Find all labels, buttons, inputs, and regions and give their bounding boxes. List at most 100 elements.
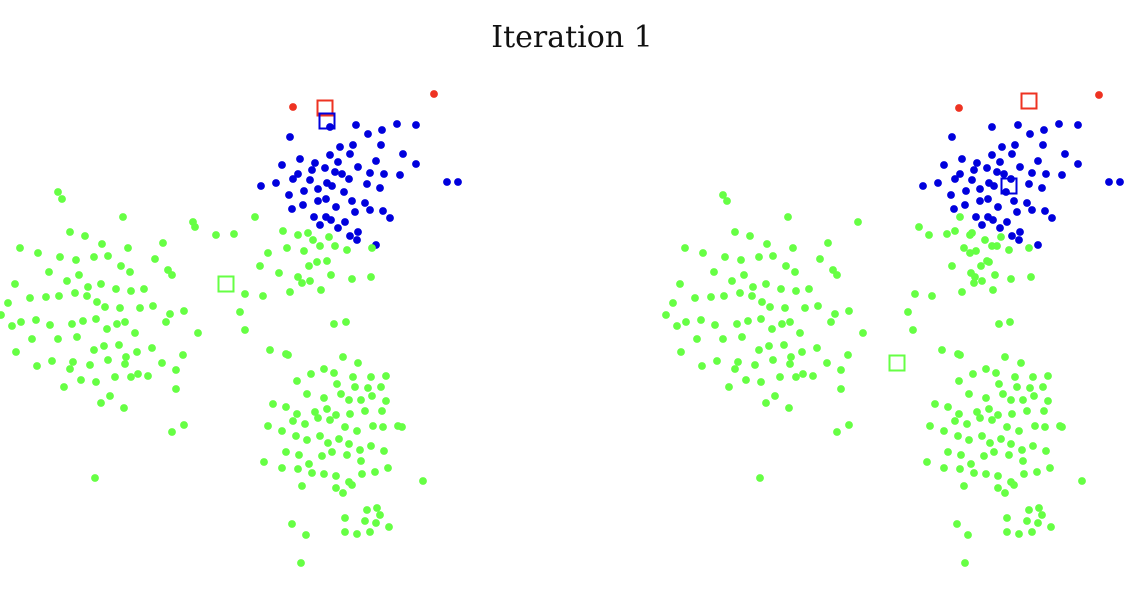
- data-point-green: [960, 482, 968, 490]
- data-point-blue: [326, 151, 334, 159]
- data-point-blue: [334, 224, 342, 232]
- data-point-green: [16, 244, 24, 252]
- data-point-green: [778, 320, 786, 328]
- data-point-green: [1008, 410, 1016, 418]
- data-point-blue: [984, 195, 992, 203]
- data-point-blue: [1011, 141, 1019, 149]
- data-point-green: [124, 244, 132, 252]
- data-point-green: [1029, 373, 1037, 381]
- data-point-green: [121, 360, 129, 368]
- data-point-green: [60, 383, 68, 391]
- data-point-blue: [348, 197, 356, 205]
- data-point-green: [63, 277, 71, 285]
- data-point-green: [968, 229, 976, 237]
- centroid-green: [888, 354, 906, 372]
- data-point-green: [97, 399, 105, 407]
- data-point-blue: [1028, 206, 1036, 214]
- data-point-green: [728, 277, 736, 285]
- data-point-green: [282, 403, 290, 411]
- data-point-blue: [1055, 120, 1063, 128]
- data-point-green: [791, 268, 799, 276]
- data-point-green: [151, 255, 159, 263]
- data-point-green: [966, 249, 974, 257]
- data-point-green: [361, 517, 369, 525]
- data-point-green: [311, 408, 319, 416]
- data-point-green: [676, 280, 684, 288]
- data-point-green: [83, 292, 91, 300]
- data-point-green: [33, 362, 41, 370]
- data-point-green: [740, 271, 748, 279]
- data-point-blue: [1048, 214, 1056, 222]
- data-point-green: [1023, 517, 1031, 525]
- data-point-green: [136, 304, 144, 312]
- data-point-green: [1035, 504, 1043, 512]
- series-green: [0, 188, 427, 567]
- data-point-green: [682, 318, 690, 326]
- data-point-green: [982, 365, 990, 373]
- data-point-green: [980, 452, 988, 460]
- data-point-green: [278, 464, 286, 472]
- data-point-green: [742, 376, 750, 384]
- data-point-green: [1019, 457, 1027, 465]
- data-point-green: [1046, 464, 1054, 472]
- data-point-green: [241, 326, 249, 334]
- data-point-green: [292, 432, 300, 440]
- data-point-green: [91, 474, 99, 482]
- data-point-green: [58, 195, 66, 203]
- data-point-green: [46, 321, 54, 329]
- data-point-green: [361, 407, 369, 415]
- data-point-green: [781, 304, 789, 312]
- centroid-blue: [1000, 177, 1018, 195]
- data-point-green: [32, 316, 40, 324]
- data-point-green: [977, 262, 985, 270]
- data-point-green: [1019, 396, 1027, 404]
- data-point-green: [368, 244, 376, 252]
- data-point-green: [81, 232, 89, 240]
- data-point-blue: [386, 214, 394, 222]
- data-point-green: [309, 236, 317, 244]
- scatter-panel-right: [572, 60, 1144, 590]
- data-point-green: [785, 404, 793, 412]
- data-point-blue: [988, 151, 996, 159]
- data-point-green: [127, 373, 135, 381]
- series-blue: [919, 120, 1124, 249]
- data-point-green: [982, 470, 990, 478]
- data-point-blue: [322, 213, 330, 221]
- data-point-blue: [1040, 126, 1048, 134]
- data-point-green: [300, 247, 308, 255]
- data-point-green: [956, 351, 964, 359]
- data-point-green: [332, 472, 340, 480]
- scatter-plot-right: [662, 91, 1124, 567]
- data-point-blue: [354, 163, 362, 171]
- data-point-green: [279, 227, 287, 235]
- data-point-green: [166, 310, 174, 318]
- data-point-green: [710, 268, 718, 276]
- data-point-blue: [1008, 232, 1016, 240]
- data-point-green: [799, 370, 807, 378]
- data-point-green: [677, 348, 685, 356]
- data-point-green: [769, 252, 777, 260]
- data-point-red: [430, 90, 438, 98]
- data-point-green: [985, 405, 993, 413]
- scatter-plot-left: [0, 90, 462, 567]
- data-point-green: [131, 329, 139, 337]
- series-green: [662, 191, 1086, 567]
- data-point-green: [681, 244, 689, 252]
- data-point-green: [348, 275, 356, 283]
- data-point-green: [926, 422, 934, 430]
- data-point-blue: [346, 232, 354, 240]
- data-point-green: [140, 285, 148, 293]
- data-point-green: [988, 416, 996, 424]
- data-point-green: [180, 307, 188, 315]
- data-point-green: [68, 320, 76, 328]
- data-point-green: [1027, 273, 1035, 281]
- data-point-green: [1013, 383, 1021, 391]
- data-point-blue: [361, 199, 369, 207]
- data-point-green: [323, 257, 331, 265]
- data-point-green: [801, 304, 809, 312]
- data-point-green: [357, 457, 365, 465]
- data-point-green: [758, 298, 766, 306]
- data-point-green: [1005, 451, 1013, 459]
- data-point-green: [42, 293, 50, 301]
- data-point-green: [1001, 489, 1009, 497]
